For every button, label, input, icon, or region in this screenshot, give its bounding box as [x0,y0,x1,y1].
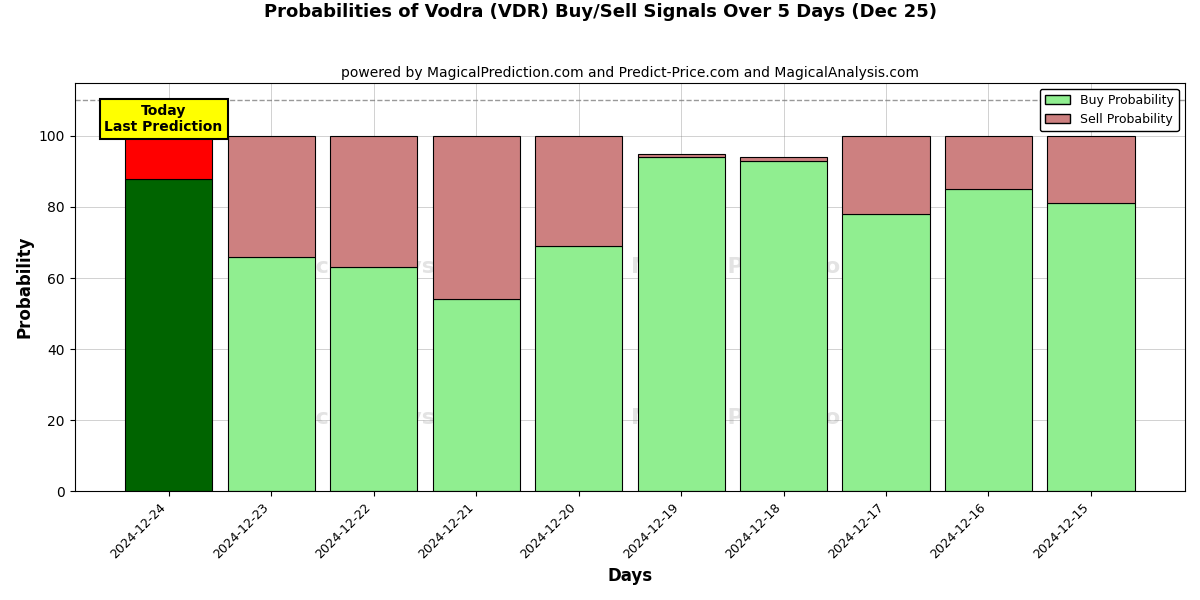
Bar [535,136,622,246]
Text: MagicalPrediction.com: MagicalPrediction.com [631,408,917,428]
Y-axis label: Probability: Probability [16,236,34,338]
Text: Probabilities of Vodra (VDR) Buy/Sell Signals Over 5 Days (Dec 25): Probabilities of Vodra (VDR) Buy/Sell Si… [264,3,936,21]
Bar [1048,136,1134,203]
Bar [125,136,212,179]
X-axis label: Days: Days [607,567,653,585]
Bar [228,257,314,491]
Bar [1048,203,1134,491]
Bar [740,157,827,161]
Bar [637,154,725,157]
Bar [637,157,725,491]
Bar [228,136,314,257]
Bar [842,214,930,491]
Bar [432,299,520,491]
Bar [740,161,827,491]
Text: Today
Last Prediction: Today Last Prediction [104,104,223,134]
Bar [330,136,418,268]
Bar [944,136,1032,189]
Bar [330,268,418,491]
Text: MagicalAnalysis.com: MagicalAnalysis.com [254,408,516,428]
Bar [125,179,212,491]
Legend: Buy Probability, Sell Probability: Buy Probability, Sell Probability [1040,89,1178,131]
Title: powered by MagicalPrediction.com and Predict-Price.com and MagicalAnalysis.com: powered by MagicalPrediction.com and Pre… [341,66,919,80]
Bar [432,136,520,299]
Text: MagicalPrediction.com: MagicalPrediction.com [631,257,917,277]
Bar [535,246,622,491]
Bar [944,189,1032,491]
Bar [842,136,930,214]
Text: MagicalAnalysis.com: MagicalAnalysis.com [254,257,516,277]
